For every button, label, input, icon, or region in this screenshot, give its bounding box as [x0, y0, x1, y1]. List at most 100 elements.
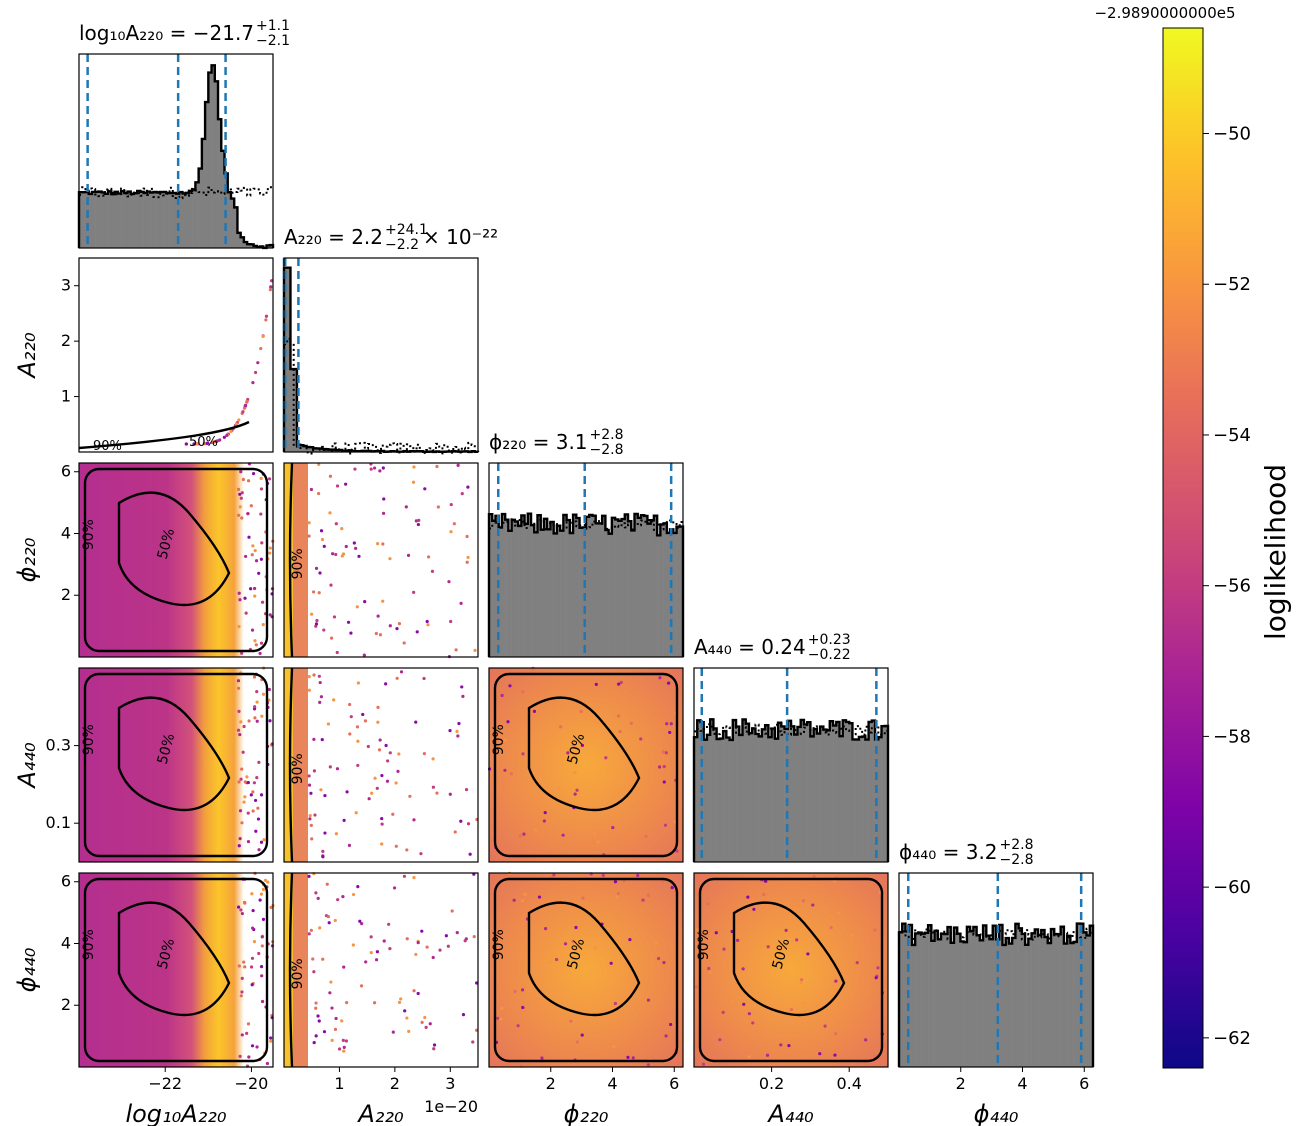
scatter-point: [572, 743, 576, 747]
scatter-point: [347, 843, 352, 847]
scatter-point: [251, 381, 255, 385]
histogram-bar: [778, 722, 782, 862]
histogram-bar: [1034, 929, 1039, 1067]
scatter-point: [314, 891, 318, 895]
scatter-point: [239, 994, 243, 998]
scatter-point: [855, 961, 859, 965]
posterior-histogram-outline: [282, 266, 480, 454]
scatter-point: [266, 880, 270, 884]
scatter-point: [240, 491, 244, 495]
histogram-bar: [1076, 923, 1081, 1067]
scatter-point: [396, 769, 400, 773]
histogram-bar: [842, 720, 847, 862]
scatter-point: [385, 779, 390, 783]
scatter-point: [811, 903, 815, 907]
scatter-point: [257, 951, 261, 956]
scatter-point: [246, 479, 251, 483]
scatter-point: [450, 909, 454, 913]
histogram-bar: [150, 192, 154, 248]
histogram-bar: [807, 722, 811, 862]
scatter-point: [412, 989, 416, 993]
histogram-bar: [855, 739, 860, 862]
scatter-point: [258, 651, 262, 656]
scatter-point: [242, 800, 246, 804]
scatter-point: [876, 966, 880, 970]
scatter-point: [237, 709, 241, 713]
scatter-point: [262, 838, 266, 842]
histogram-bar: [803, 724, 808, 862]
histogram-bar: [1012, 937, 1016, 1067]
scatter-point: [239, 496, 243, 500]
scatter-point: [351, 943, 355, 947]
scatter-point: [260, 935, 264, 939]
scatter-point: [392, 886, 397, 890]
scatter-point: [335, 650, 339, 655]
scatter-point: [236, 679, 241, 683]
contour-90: [288, 462, 294, 658]
panel-A440-vs-log10A220: 50% 90% 0.1 0.3 A₄₄₀: [13, 666, 274, 863]
histogram-bar: [742, 719, 747, 862]
scatter-point: [382, 497, 386, 501]
panel-phi220-vs-log10A220: 50% 90% 2 4 6 ϕ₂₂₀: [13, 462, 275, 658]
scatter-point: [222, 435, 226, 439]
scatter-point: [747, 1012, 751, 1016]
scatter-point: [268, 719, 272, 723]
scatter-point: [312, 1041, 316, 1045]
histogram-bar: [592, 515, 596, 657]
scatter-point: [329, 583, 333, 587]
histogram-bar: [934, 930, 939, 1067]
scatter-point: [657, 765, 662, 769]
scatter-point: [644, 834, 648, 838]
scatter-point: [656, 956, 661, 961]
histogram-bar: [550, 521, 554, 657]
scatter-point: [317, 591, 321, 595]
scatter-point: [247, 719, 251, 723]
title-sub-phi220: −2.8: [590, 442, 624, 458]
scatter-point: [244, 554, 248, 559]
scatter-point: [260, 600, 265, 604]
scatter-point: [425, 945, 429, 949]
scatter-point: [380, 816, 384, 821]
histogram-bar: [697, 720, 701, 862]
histogram-bar: [858, 736, 863, 862]
scatter-point: [523, 892, 527, 896]
histogram-bar: [563, 514, 567, 657]
scatter-point: [244, 611, 248, 615]
contour-label-50: 50%: [189, 435, 218, 450]
scatter-point: [521, 690, 525, 694]
y-tick-label: 3: [61, 276, 71, 295]
scatter-point: [449, 502, 453, 507]
histogram-bar: [771, 728, 776, 862]
contour-90: [288, 872, 294, 1068]
density-core: [284, 463, 293, 657]
histogram-bar: [169, 193, 174, 248]
histogram-bar: [999, 924, 1003, 1067]
histogram-bar: [296, 444, 301, 452]
histogram-bar: [117, 193, 122, 248]
histogram-bar: [247, 244, 251, 248]
scatter-point: [624, 746, 628, 751]
scatter-point: [411, 480, 416, 484]
histogram-bar: [179, 192, 183, 248]
histogram-bar: [185, 192, 190, 248]
scatter-point: [461, 1012, 466, 1017]
scatter-point: [237, 964, 241, 968]
scatter-point: [465, 560, 469, 564]
scatter-point: [238, 1054, 242, 1058]
title-sup-A440: +0.23: [808, 632, 851, 648]
histogram-bar: [146, 191, 151, 248]
histogram-bar: [498, 527, 503, 657]
scatter-point: [362, 653, 366, 657]
panel-phi440-vs-log10A220: 50% 90% 2 4 6 ϕ₄₄₀ −22 −20 log₁₀A₂₂₀: [13, 871, 275, 1126]
panel-phi220-vs-A220: 90%: [283, 462, 479, 659]
scatter-point: [237, 513, 241, 517]
density-fill: [79, 873, 273, 1067]
histogram-bar: [921, 933, 926, 1067]
scatter-point: [261, 623, 265, 627]
histogram-bar: [986, 935, 990, 1067]
scatter-point: [395, 627, 399, 631]
scatter-point: [466, 822, 471, 826]
histogram-bar: [650, 520, 655, 657]
axes-frame: [488, 462, 684, 658]
scatter-point: [308, 814, 312, 818]
